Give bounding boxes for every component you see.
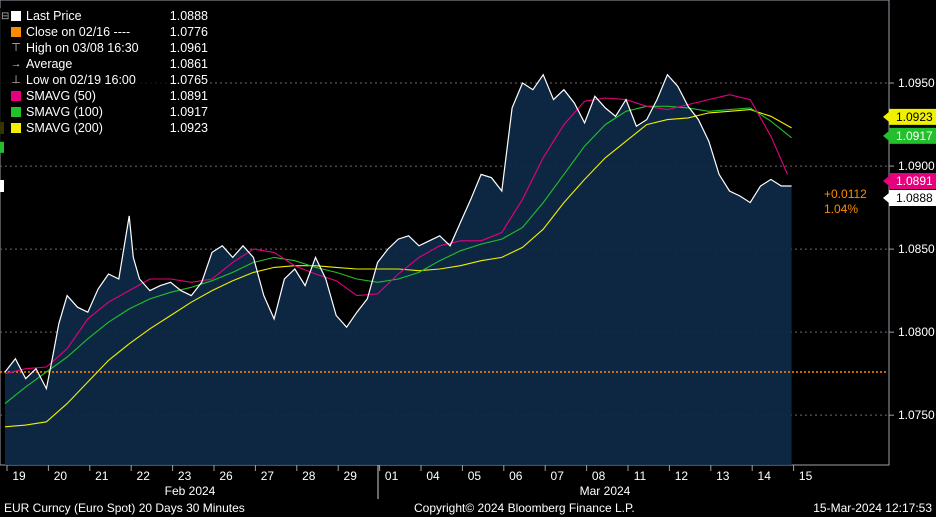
x-tick-label: 27 [261,469,275,483]
last-price-line [4,73,792,391]
y-tick-label: 1.0850 [898,242,935,256]
legend-label: SMAVG (50) [26,89,96,103]
last-price-tag-pointer [883,193,889,203]
legend-item: Close on 02/16 ---- 1.0776 [0,24,210,40]
left-marker-white [0,180,4,192]
x-tick-label: 13 [716,469,730,483]
x-tick-label: 19 [12,469,26,483]
footer-timestamp: 15-Mar-2024 12:17:53 [813,501,932,515]
x-tick-label: 05 [468,469,482,483]
legend-label: Average [26,57,73,71]
smavg-100-tag [889,127,936,144]
x-tick-label: 01 [385,469,399,483]
x-tick-label: 23 [178,469,192,483]
smavg-50-tag [889,173,936,190]
footer-security-label: EUR Curncy (Euro Spot) 20 Days 30 Minute… [4,501,245,515]
x-tick-label: 28 [302,469,316,483]
x-tick-label: 29 [344,469,358,483]
legend-item: SMAVG (100) 1.0917 [0,104,210,120]
legend-value: 1.0923 [169,121,208,135]
change-value: +0.0112 [824,187,867,201]
y-tick-label: 1.0900 [898,159,935,173]
legend-label: Low on 02/19 16:00 [26,73,136,87]
month-label: Mar 2024 [580,484,631,498]
smavg-100-tag-value: 1.0917 [896,129,933,143]
high-marker-icon: ⊤ [11,42,21,54]
legend-swatch [11,11,21,21]
legend-label: High on 03/08 16:30 [26,41,139,55]
legend-label: Close on 02/16 ---- [26,25,131,39]
y-tick-label: 1.0800 [898,325,935,339]
legend-item: ⊤ High on 03/08 16:30 1.0961 [0,40,210,56]
legend-swatch [11,91,21,101]
y-tick-label: 1.0950 [898,76,935,90]
legend-label: SMAVG (100) [26,105,103,119]
legend-item: SMAVG (50) 1.0891 [0,88,210,104]
legend-item: Last Price 1.0888 [0,8,210,24]
legend-swatch [11,123,21,133]
smavg-50-tag-pointer [883,176,889,187]
x-tick-label: 14 [758,469,772,483]
series-lines [4,73,792,428]
x-tick-label: 20 [54,469,68,483]
x-tick-label: 11 [634,469,647,483]
x-tick-label: 08 [592,469,606,483]
x-tick-label: 15 [799,469,813,483]
x-tick-label: 07 [551,469,565,483]
x-tick-label: 22 [137,469,151,483]
legend-swatch [11,27,21,37]
smavg-200-tag-pointer [883,111,889,122]
smavg-100-tag-pointer [883,130,889,141]
legend-swatch [11,107,21,117]
x-tick-label: 21 [95,469,109,483]
x-tick-label: 06 [509,469,523,483]
last-price-tag [889,190,936,206]
legend-item: → Average 1.0861 [0,56,210,72]
x-tick-label: 26 [219,469,233,483]
legend-value: 1.0776 [169,25,208,39]
legend-collapse-icon[interactable]: ⊟ [1,11,10,22]
legend-value: 1.0765 [169,73,208,87]
average-marker-icon: → [10,58,22,70]
smavg-200-line [4,109,792,428]
y-tick-label: 1.0750 [898,408,935,422]
x-tick-label: 04 [426,469,440,483]
smavg-200-tag-value: 1.0923 [896,110,933,124]
price-area-fill [5,74,792,465]
smavg-50-tag-value: 1.0891 [896,174,933,188]
legend-value: 1.0961 [169,41,208,55]
x-tick-label: 12 [675,469,689,483]
footer-copyright: Copyright© 2024 Bloomberg Finance L.P. [414,501,635,515]
legend-value: 1.0861 [169,57,208,71]
month-label: Feb 2024 [165,484,216,498]
low-marker-icon: ⊥ [11,74,21,86]
left-marker-green [0,140,4,153]
smavg-50-line [4,94,789,375]
legend-label: Last Price [26,9,82,23]
x-axis: 19 20 21 22 23 26 27 28 29 01 04 05 06 07 08 11 12 13 14 15… [6,465,813,499]
y-axis: 1.0750 1.0800 1.0850 1.0900 1.0950 [889,76,935,422]
legend-item: SMAVG (200) 1.0923 [0,120,210,136]
legend-label: SMAVG (200) [26,121,103,135]
chart-legend: Last Price 1.0888 Close on 02/16 ---- 1.077… [0,8,210,142]
change-percent: 1.04% [824,202,858,216]
smavg-200-tag [889,108,936,125]
legend-value: 1.0917 [169,105,208,119]
legend-item: ⊥ Low on 02/19 16:00 1.0765 [0,72,210,88]
legend-value: 1.0891 [169,89,208,103]
legend-value: 1.0888 [169,9,208,23]
smavg-100-line [4,105,792,405]
last-price-tag-value: 1.0888 [896,191,933,205]
